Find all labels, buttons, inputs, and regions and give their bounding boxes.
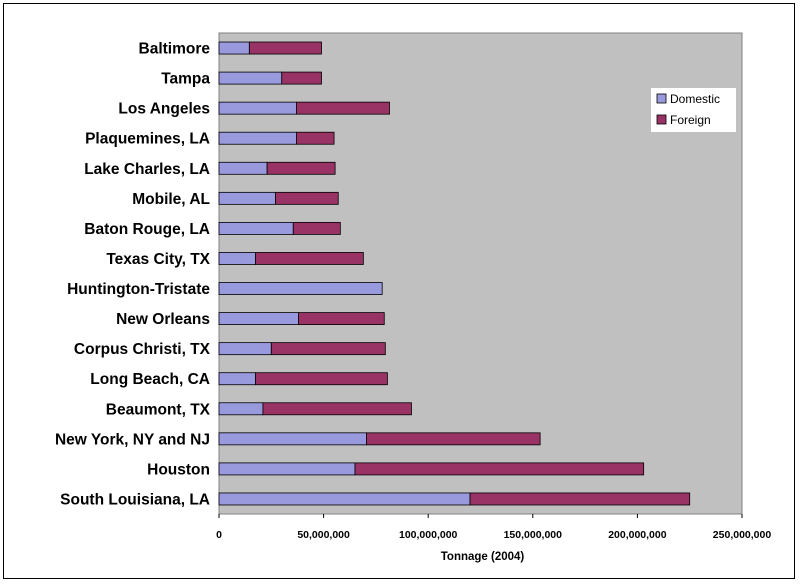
category-labels: South Louisiana, LA Houston New York, NY a… bbox=[55, 41, 211, 509]
category-label: Plaquemines, LA bbox=[85, 131, 210, 148]
x-tick-label: 50,000,000 bbox=[297, 529, 350, 541]
bar-foreign-15 bbox=[248, 41, 322, 55]
category-label: Huntington-Tristate bbox=[67, 281, 210, 298]
bar-domestic-14 bbox=[218, 71, 283, 85]
bar-domestic-2 bbox=[218, 432, 367, 446]
legend-label-domestic: Domestic bbox=[670, 92, 720, 106]
bar-foreign-5 bbox=[270, 342, 386, 356]
bar-foreign-10 bbox=[275, 191, 339, 205]
bar-domestic-12 bbox=[218, 131, 297, 145]
bar-foreign-3 bbox=[262, 402, 412, 416]
x-tick-label: 150,000,000 bbox=[504, 529, 563, 541]
bar-domestic-1 bbox=[218, 462, 356, 476]
bar-domestic-11 bbox=[218, 161, 268, 175]
category-label: Beaumont, TX bbox=[106, 401, 211, 418]
bar-foreign-12 bbox=[296, 131, 335, 145]
bar-foreign-8 bbox=[255, 252, 364, 265]
x-tick-label: 200,000,000 bbox=[608, 529, 667, 541]
bar-foreign-14 bbox=[281, 71, 322, 85]
category-label: Lake Charles, LA bbox=[84, 161, 210, 178]
bar-domestic-9 bbox=[218, 221, 294, 235]
bar-foreign-11 bbox=[266, 161, 336, 175]
bar-foreign-13 bbox=[296, 101, 390, 115]
x-tick-label: 100,000,000 bbox=[399, 529, 458, 541]
category-label: Tampa bbox=[161, 71, 210, 88]
bar-domestic-13 bbox=[218, 101, 297, 115]
bar-foreign-2 bbox=[366, 432, 541, 446]
category-label: New York, NY and NJ bbox=[55, 431, 210, 448]
x-axis-title: Tonnage (2004) bbox=[441, 551, 525, 563]
bar-foreign-4 bbox=[255, 372, 388, 386]
legend-label-foreign: Foreign bbox=[670, 113, 711, 127]
x-tick-label: 0 bbox=[216, 529, 222, 541]
legend: Domestic Foreign bbox=[651, 88, 736, 132]
bar-domestic-15 bbox=[218, 41, 250, 55]
bar-foreign-1 bbox=[354, 462, 645, 476]
category-label: Long Beach, CA bbox=[90, 371, 210, 388]
bar-domestic-8 bbox=[218, 252, 257, 265]
category-label: Los Angeles bbox=[118, 101, 210, 118]
bar-domestic-0 bbox=[218, 492, 471, 506]
category-label: New Orleans bbox=[116, 311, 210, 328]
x-tick-label: 250,000,000 bbox=[713, 529, 772, 541]
category-label: Houston bbox=[147, 461, 210, 478]
category-label: Corpus Christi, TX bbox=[74, 341, 211, 358]
category-label: Baton Rouge, LA bbox=[84, 221, 210, 238]
bar-foreign-0 bbox=[469, 492, 691, 506]
bar-domestic-4 bbox=[218, 372, 257, 386]
category-label: Mobile, AL bbox=[132, 191, 210, 208]
bar-foreign-9 bbox=[292, 221, 341, 235]
legend-swatch-foreign bbox=[656, 114, 667, 125]
bar-domestic-6 bbox=[218, 312, 299, 326]
bar-domestic-5 bbox=[218, 342, 272, 356]
bars-group bbox=[218, 41, 691, 506]
bar-domestic-7 bbox=[218, 282, 383, 295]
x-axis: 0 50,000,000 100,000,000 150,000,000 200,000… bbox=[216, 513, 772, 541]
category-label: Baltimore bbox=[139, 41, 211, 58]
bar-domestic-3 bbox=[218, 402, 264, 416]
category-label: South Louisiana, LA bbox=[60, 491, 210, 508]
category-label: Texas City, TX bbox=[106, 251, 210, 268]
bar-foreign-6 bbox=[298, 312, 385, 326]
legend-swatch-domestic bbox=[656, 93, 667, 104]
bar-domestic-10 bbox=[218, 191, 276, 205]
